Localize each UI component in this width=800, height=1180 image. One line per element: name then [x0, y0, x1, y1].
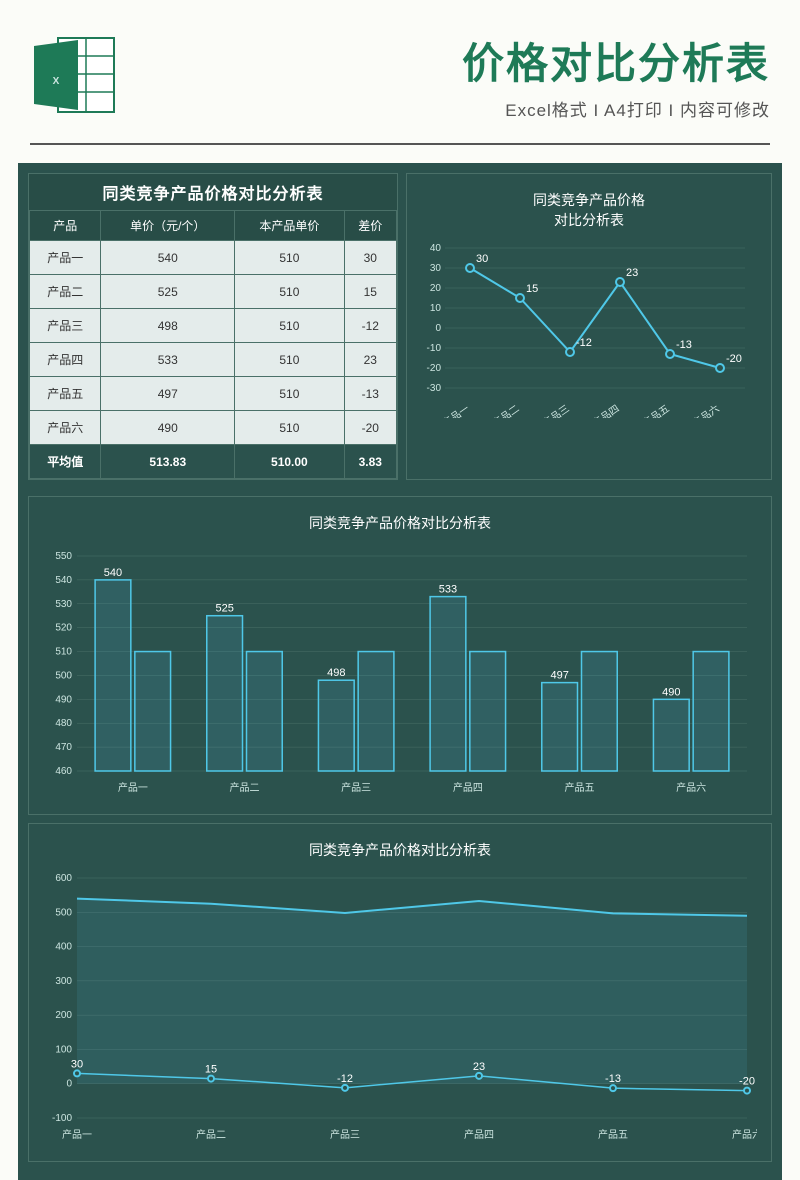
table-avg-row: 平均值513.83510.003.83: [30, 445, 397, 479]
svg-text:30: 30: [430, 263, 442, 274]
svg-text:15: 15: [526, 283, 538, 295]
price-table: 产品 单价（元/个） 本产品单价 差价 产品一54051030 产品二52551…: [29, 210, 397, 479]
svg-text:产品六: 产品六: [690, 402, 722, 418]
svg-text:-12: -12: [337, 1073, 353, 1085]
svg-text:产品三: 产品三: [540, 402, 572, 418]
svg-text:497: 497: [550, 670, 568, 682]
svg-text:30: 30: [476, 253, 488, 265]
mini-chart-panel: 同类竞争产品价格对比分析表 -30 -20 -10 0 10 20 30 40 30 产品一 15 产…: [406, 173, 772, 480]
svg-text:540: 540: [104, 567, 122, 579]
area-chart-title: 同类竞争产品价格对比分析表: [37, 832, 763, 868]
col-price: 单价（元/个）: [101, 211, 235, 241]
svg-text:-20: -20: [427, 363, 442, 374]
svg-text:产品六: 产品六: [676, 781, 706, 794]
svg-text:20: 20: [430, 283, 442, 294]
svg-text:产品二: 产品二: [230, 781, 260, 794]
svg-text:-20: -20: [739, 1076, 755, 1088]
col-ourprice: 本产品单价: [235, 211, 344, 241]
svg-text:-13: -13: [676, 339, 692, 351]
svg-text:23: 23: [473, 1061, 485, 1073]
svg-text:产品四: 产品四: [453, 781, 483, 794]
svg-text:产品四: 产品四: [590, 402, 622, 418]
svg-text:-13: -13: [605, 1073, 621, 1085]
svg-text:490: 490: [55, 694, 72, 705]
table-row: 产品三498510-12: [30, 309, 397, 343]
svg-text:500: 500: [55, 670, 72, 681]
excel-icon: X: [30, 30, 120, 120]
svg-text:500: 500: [55, 907, 72, 918]
col-diff: 差价: [344, 211, 396, 241]
svg-text:520: 520: [55, 623, 72, 634]
svg-text:产品二: 产品二: [490, 402, 522, 418]
svg-text:30: 30: [71, 1058, 83, 1070]
svg-text:533: 533: [439, 584, 457, 596]
area-chart-panel: 同类竞争产品价格对比分析表 -100010020030040050060030产…: [28, 823, 772, 1162]
svg-text:530: 530: [55, 599, 72, 610]
svg-text:540: 540: [55, 575, 72, 586]
svg-text:460: 460: [55, 766, 72, 777]
svg-text:470: 470: [55, 742, 72, 753]
svg-text:15: 15: [205, 1064, 217, 1076]
svg-text:498: 498: [327, 667, 345, 679]
table-row: 产品二52551015: [30, 275, 397, 309]
table-title: 同类竞争产品价格对比分析表: [29, 174, 397, 210]
mini-line-chart: -30 -20 -10 0 10 20 30 40 30 产品一 15 产品二 -12 产品三 23 产品四 -…: [415, 238, 755, 418]
svg-text:-10: -10: [427, 343, 442, 354]
svg-text:产品一: 产品一: [118, 781, 148, 794]
header: X 价格对比分析表 Excel格式 I A4打印 I 内容可修改: [0, 0, 800, 131]
bar-chart-panel: 同类竞争产品价格对比分析表 460 470 480 490 500 510 520 530 54…: [28, 496, 772, 815]
svg-text:525: 525: [215, 603, 233, 615]
table-row: 产品四53351023: [30, 343, 397, 377]
area-chart: -100010020030040050060030产品一15产品二-12产品三2…: [37, 868, 757, 1148]
svg-text:40: 40: [430, 243, 442, 254]
svg-text:490: 490: [662, 686, 680, 698]
page-title: 价格对比分析表: [135, 30, 770, 91]
svg-text:510: 510: [55, 647, 72, 658]
svg-text:100: 100: [55, 1044, 72, 1055]
svg-text:600: 600: [55, 873, 72, 884]
svg-text:550: 550: [55, 551, 72, 562]
svg-text:-30: -30: [427, 383, 442, 394]
divider: [30, 143, 770, 145]
svg-text:10: 10: [430, 303, 442, 314]
svg-text:0: 0: [66, 1079, 72, 1090]
svg-text:产品五: 产品五: [565, 781, 595, 794]
bar-chart-title: 同类竞争产品价格对比分析表: [37, 505, 763, 541]
svg-text:0: 0: [435, 323, 441, 334]
table-row: 产品五497510-13: [30, 377, 397, 411]
svg-text:23: 23: [626, 267, 638, 279]
bar-chart: 460 470 480 490 500 510 520 530 540 550 540 产品一 525 产…: [37, 541, 757, 801]
table-row: 产品一54051030: [30, 241, 397, 275]
svg-text:产品五: 产品五: [640, 402, 672, 418]
svg-text:-20: -20: [726, 353, 742, 365]
svg-text:300: 300: [55, 976, 72, 987]
svg-text:-12: -12: [576, 337, 592, 349]
svg-text:400: 400: [55, 942, 72, 953]
svg-text:-100: -100: [52, 1113, 72, 1124]
table-panel: 同类竞争产品价格对比分析表 产品 单价（元/个） 本产品单价 差价 产品一540…: [28, 173, 398, 480]
col-product: 产品: [30, 211, 101, 241]
svg-text:产品一: 产品一: [440, 402, 472, 418]
svg-text:200: 200: [55, 1010, 72, 1021]
svg-text:480: 480: [55, 718, 72, 729]
page-subtitle: Excel格式 I A4打印 I 内容可修改: [135, 96, 770, 121]
table-row: 产品六490510-20: [30, 411, 397, 445]
dashboard: 同类竞争产品价格对比分析表 产品 单价（元/个） 本产品单价 差价 产品一540…: [18, 163, 782, 1180]
mini-chart-title: 同类竞争产品价格对比分析表: [415, 182, 763, 238]
table-header-row: 产品 单价（元/个） 本产品单价 差价: [30, 211, 397, 241]
svg-text:X: X: [53, 76, 60, 87]
svg-text:产品三: 产品三: [341, 781, 371, 794]
